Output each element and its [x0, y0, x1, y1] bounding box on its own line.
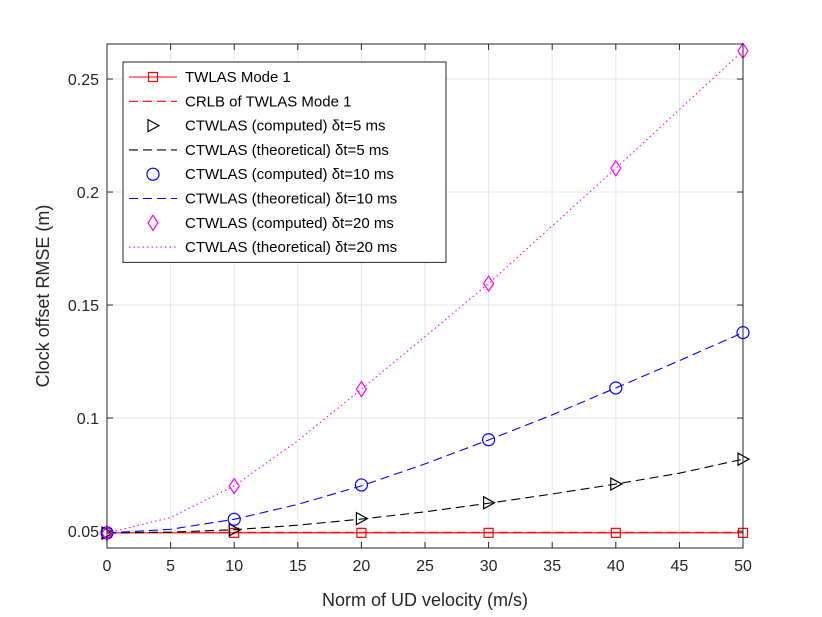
legend-label: CTWLAS (computed) δt=20 ms — [185, 215, 394, 232]
series-5 — [106, 332, 744, 534]
series-7 — [106, 50, 744, 534]
legend-label: CRLB of TWLAS Mode 1 — [185, 93, 351, 110]
x-tick-label: 20 — [353, 558, 371, 575]
legend-label: CTWLAS (theoretical) δt=10 ms — [185, 191, 397, 208]
data-point — [610, 159, 622, 177]
legend-box — [122, 61, 447, 263]
y-axis-label: Clock offset RMSE (m) — [33, 205, 53, 388]
x-tick-label: 50 — [734, 558, 752, 575]
y-tick-label: 0.25 — [68, 72, 99, 89]
legend-item: CTWLAS (computed) δt=10 ms — [146, 166, 394, 183]
legend-label: CTWLAS (theoretical) δt=20 ms — [185, 239, 397, 256]
series-line — [106, 458, 744, 534]
x-tick-label: 30 — [480, 558, 498, 575]
x-tick-label: 40 — [607, 558, 625, 575]
legend-label: TWLAS Mode 1 — [185, 69, 291, 86]
legend-item: CTWLAS (computed) δt=20 ms — [147, 214, 394, 232]
legend-item: CTWLAS (computed) δt=5 ms — [147, 118, 386, 135]
legend-marker — [147, 214, 159, 232]
x-tick-label: 15 — [289, 558, 307, 575]
legend-item: CTWLAS (theoretical) δt=5 ms — [129, 142, 389, 159]
legend-item: CTWLAS (theoretical) δt=10 ms — [129, 191, 397, 208]
x-tick-label: 0 — [103, 558, 112, 575]
data-point — [227, 512, 241, 526]
legend-marker — [146, 167, 160, 181]
x-tick-label: 45 — [671, 558, 689, 575]
legend-marker — [147, 118, 161, 133]
legend-item: CTWLAS (theoretical) δt=20 ms — [129, 239, 397, 256]
legend-item: TWLAS Mode 1 — [129, 69, 291, 86]
legend-label: CTWLAS (computed) δt=10 ms — [185, 166, 394, 183]
data-point — [355, 511, 369, 526]
data-point — [483, 495, 496, 510]
legend-marker — [147, 71, 159, 83]
data-point — [482, 433, 496, 447]
data-point — [355, 380, 368, 398]
y-tick-label: 0.05 — [68, 524, 99, 541]
legend-label: CTWLAS (computed) δt=5 ms — [185, 118, 386, 135]
ticks: 0 5 10 15 20 25 30 35 40 45 50 0.05 0.1 0.15 0.2 0.25 — [68, 44, 752, 575]
x-tick-label: 5 — [166, 558, 175, 575]
data-point — [482, 274, 495, 293]
data-point — [354, 478, 368, 492]
y-tick-label: 0.15 — [68, 298, 99, 315]
x-tick-label: 10 — [225, 558, 243, 575]
series-line — [106, 332, 744, 534]
data-point — [228, 522, 242, 537]
legend-label: CTWLAS (theoretical) δt=5 ms — [185, 142, 389, 159]
legend: TWLAS Mode 1 CRLB of TWLAS Mode 1 CTWLAS (… — [122, 61, 447, 263]
y-tick-label: 0.2 — [77, 185, 99, 202]
series-line — [106, 50, 744, 534]
x-tick-label: 25 — [416, 558, 434, 575]
x-axis-label: Norm of UD velocity (m/s) — [322, 590, 528, 610]
data-point — [610, 477, 624, 492]
series-3 — [106, 458, 744, 534]
y-tick-label: 0.1 — [77, 411, 99, 428]
x-tick-label: 35 — [543, 558, 561, 575]
data-point — [609, 381, 623, 395]
legend-item: CRLB of TWLAS Mode 1 — [129, 93, 351, 110]
